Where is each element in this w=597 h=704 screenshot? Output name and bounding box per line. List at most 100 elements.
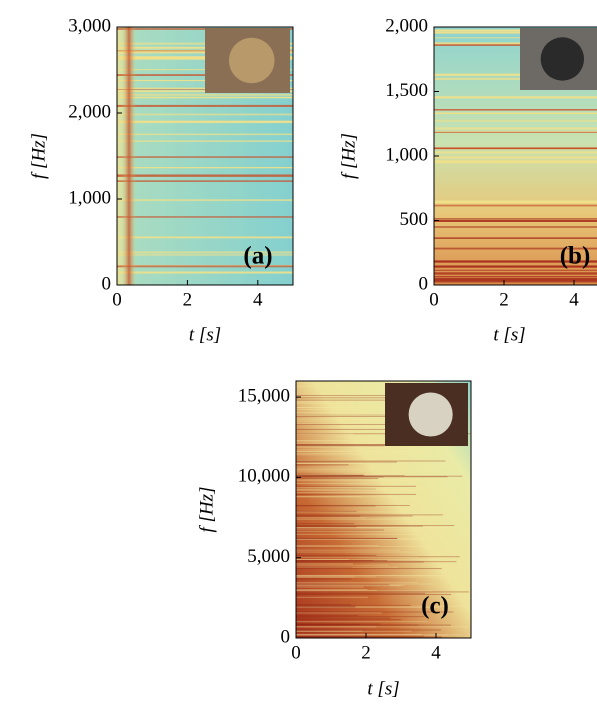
harmonic [296, 526, 357, 528]
harmonic [296, 468, 406, 470]
harmonic [296, 538, 441, 540]
harmonic [296, 468, 362, 470]
harmonic [296, 414, 410, 416]
harmonic [296, 460, 446, 462]
harmonic [296, 623, 360, 625]
harmonic [296, 478, 449, 480]
onset [122, 27, 136, 285]
harmonic [296, 396, 466, 398]
harmonic [296, 439, 436, 441]
harmonic [296, 626, 377, 628]
harmonic [296, 585, 401, 587]
harmonic [296, 445, 384, 447]
y-tick-label: 15,000 [238, 385, 290, 406]
harmonic [296, 566, 399, 568]
panel-label: (a) [243, 243, 272, 270]
harmonic [434, 43, 597, 46]
y-tick-label: 5,000 [247, 546, 290, 567]
harmonic [296, 523, 355, 525]
harmonic [296, 459, 370, 461]
harmonic [296, 442, 434, 444]
harmonic [117, 121, 293, 124]
harmonic [296, 395, 451, 397]
harmonic [296, 559, 442, 561]
harmonic [296, 433, 471, 435]
harmonic [296, 407, 416, 409]
harmonic [296, 634, 461, 636]
harmonic [296, 583, 435, 585]
harmonic [434, 278, 597, 281]
x-axis-label: t [s] [189, 324, 221, 345]
harmonic [296, 400, 419, 402]
harmonic [296, 414, 443, 416]
harmonic [296, 626, 469, 628]
y-axis-label: f [Hz] [28, 133, 49, 179]
y-tick-label: 1,000 [385, 144, 428, 165]
harmonic [296, 518, 404, 520]
y-tick-label: 0 [419, 273, 429, 294]
harmonic [117, 140, 293, 142]
harmonic [117, 133, 293, 136]
x-tick-label: 2 [361, 642, 371, 663]
y-axis-label: f [Hz] [196, 487, 217, 533]
harmonic [296, 402, 356, 404]
harmonic [296, 474, 363, 476]
harmonic [296, 474, 416, 476]
harmonic [296, 433, 354, 435]
harmonic [296, 561, 457, 563]
harmonic [296, 560, 374, 562]
harmonic [296, 482, 370, 484]
harmonic [296, 630, 363, 632]
harmonic [434, 96, 597, 99]
harmonic [117, 113, 293, 116]
harmonic [117, 265, 293, 268]
harmonic [296, 415, 453, 417]
harmonic [296, 463, 371, 465]
harmonic [117, 271, 293, 274]
harmonic [296, 636, 442, 638]
y-tick-label: 3,000 [68, 15, 111, 36]
harmonic [296, 594, 452, 596]
harmonic [296, 462, 363, 464]
harmonic [434, 218, 597, 220]
harmonic [296, 566, 353, 568]
harmonic [434, 29, 597, 32]
harmonic [296, 464, 349, 466]
spectrogram [434, 27, 597, 285]
harmonic [296, 589, 368, 591]
harmonic [296, 605, 356, 607]
harmonic [296, 423, 446, 425]
harmonic [434, 131, 597, 133]
frame [116, 26, 294, 286]
x-tick-label: 0 [429, 289, 439, 310]
harmonic [296, 589, 377, 591]
harmonic [434, 109, 597, 111]
harmonic [296, 591, 469, 593]
harmonic [296, 604, 411, 606]
harmonic [296, 496, 419, 498]
harmonic [117, 96, 293, 98]
x-tick-label: 2 [499, 289, 509, 310]
harmonic [296, 527, 396, 529]
y-tick-label: 1,000 [68, 187, 111, 208]
harmonic [296, 454, 416, 456]
harmonic [296, 476, 384, 478]
harmonic [434, 272, 597, 275]
harmonic [296, 568, 442, 570]
harmonic [296, 533, 432, 535]
harmonic [117, 174, 293, 177]
harmonic [296, 423, 461, 425]
harmonic [296, 401, 450, 403]
harmonic [296, 537, 398, 539]
harmonic [296, 444, 390, 446]
harmonic [296, 554, 377, 556]
harmonic [296, 451, 454, 453]
harmonic [296, 515, 360, 517]
harmonic [296, 621, 428, 623]
harmonic [296, 397, 467, 399]
harmonic [296, 561, 424, 563]
harmonic [296, 563, 354, 565]
harmonic [296, 584, 405, 586]
harmonic [296, 406, 390, 408]
x-axis-label: t [s] [367, 678, 399, 699]
